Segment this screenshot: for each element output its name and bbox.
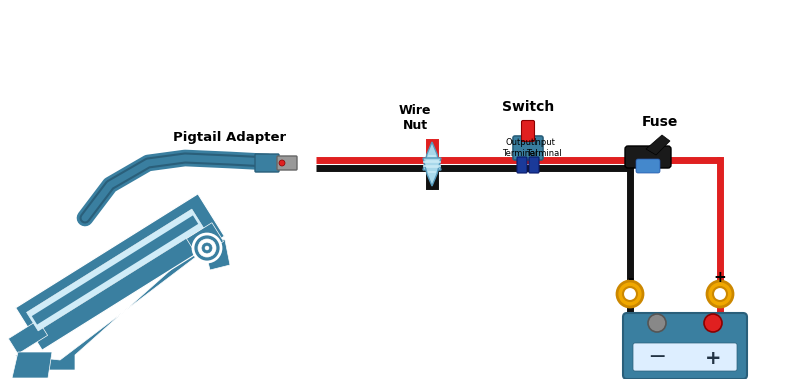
FancyBboxPatch shape xyxy=(521,121,535,141)
Polygon shape xyxy=(423,158,441,186)
Text: -: - xyxy=(626,271,634,285)
Polygon shape xyxy=(646,135,670,155)
FancyBboxPatch shape xyxy=(636,159,660,173)
Text: Pigtail Adapter: Pigtail Adapter xyxy=(174,132,287,144)
Text: Input
Terminal: Input Terminal xyxy=(526,138,562,158)
FancyBboxPatch shape xyxy=(529,157,539,173)
Circle shape xyxy=(193,234,221,262)
Circle shape xyxy=(648,314,666,332)
Polygon shape xyxy=(423,142,441,170)
Circle shape xyxy=(205,246,209,250)
Polygon shape xyxy=(9,320,47,354)
Circle shape xyxy=(617,281,643,307)
Text: ─: ─ xyxy=(650,348,664,368)
Text: +: + xyxy=(705,349,721,368)
Circle shape xyxy=(713,287,727,301)
FancyBboxPatch shape xyxy=(623,313,747,379)
Polygon shape xyxy=(27,209,204,331)
Polygon shape xyxy=(15,235,230,370)
Text: +: + xyxy=(713,271,726,285)
Circle shape xyxy=(202,243,212,253)
Circle shape xyxy=(707,281,733,307)
FancyBboxPatch shape xyxy=(513,136,543,160)
Text: Output
Terminal: Output Terminal xyxy=(502,138,538,158)
Circle shape xyxy=(279,160,285,166)
Text: Switch: Switch xyxy=(502,100,554,114)
Polygon shape xyxy=(12,352,52,378)
Polygon shape xyxy=(16,194,224,350)
Circle shape xyxy=(623,287,637,301)
FancyBboxPatch shape xyxy=(255,154,279,172)
FancyBboxPatch shape xyxy=(633,343,737,371)
Circle shape xyxy=(704,314,722,332)
Polygon shape xyxy=(32,215,198,324)
FancyBboxPatch shape xyxy=(277,156,297,170)
Text: Fuse: Fuse xyxy=(641,115,678,129)
FancyBboxPatch shape xyxy=(625,146,671,168)
Text: Wire
Nut: Wire Nut xyxy=(399,104,431,132)
FancyBboxPatch shape xyxy=(517,157,527,173)
Polygon shape xyxy=(186,223,224,257)
Circle shape xyxy=(198,239,216,257)
